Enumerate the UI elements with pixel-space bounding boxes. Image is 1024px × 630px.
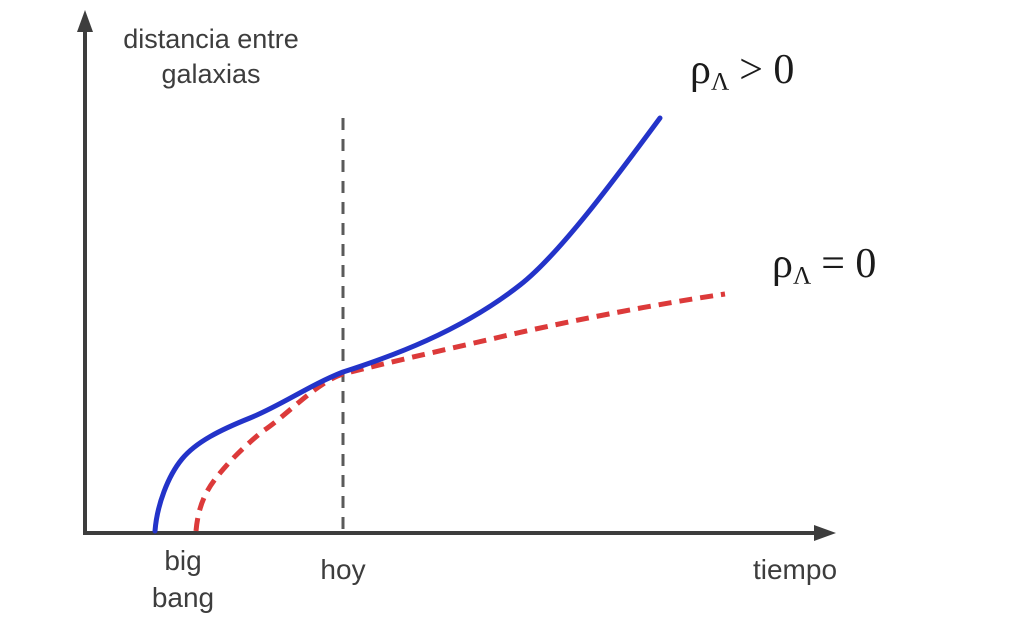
big-bang-label-line2: bang — [151, 581, 215, 613]
big-bang-label-line1: big — [164, 545, 202, 576]
legend-lambda-zero: ρΛ = 0 — [772, 240, 876, 290]
curve-lambda-positive — [152, 115, 663, 534]
big-bang-tick-label: big bang — [123, 543, 243, 617]
legend-positive-subscript: Λ — [710, 68, 730, 96]
curve-lambda-zero — [193, 291, 726, 532]
x-axis-arrow-icon — [814, 525, 836, 541]
legend-positive-relation: > 0 — [739, 47, 795, 93]
y-axis-label-line1: distancia entre — [123, 24, 299, 54]
legend-zero-subscript: Λ — [792, 262, 812, 290]
legend-lambda-positive: ρΛ > 0 — [690, 46, 794, 96]
x-axis-label: tiempo — [752, 554, 838, 585]
y-axis-label-line2: galaxias — [161, 59, 261, 90]
hoy-tick-label: hoy — [320, 554, 366, 585]
legend-positive-symbol: ρ — [690, 47, 711, 93]
y-axis-label: distancia entre galaxias — [96, 22, 326, 92]
legend-zero-symbol: ρ — [772, 241, 793, 287]
y-axis-arrow-icon — [77, 10, 93, 32]
legend-zero-relation: = 0 — [821, 241, 877, 287]
